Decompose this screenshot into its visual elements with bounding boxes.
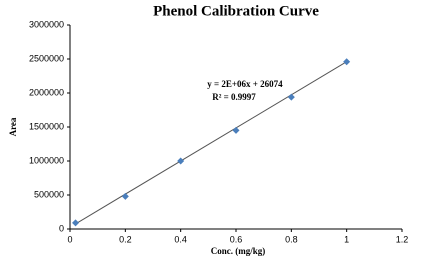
chart-title: Phenol Calibration Curve [153,3,319,19]
data-point [232,126,240,134]
r-squared: R² = 0.9997 [212,92,256,102]
y-axis-label: Area [8,117,18,136]
x-tick-label: 1.2 [396,234,409,244]
data-point [287,93,295,101]
y-tick-label: 3000000 [29,19,64,29]
x-tick-label: 1 [344,234,349,244]
x-tick-label: 0.6 [230,234,243,244]
x-tick-label: 0.4 [174,234,187,244]
equation: y = 2E+06x + 26074 [207,79,283,89]
y-tick-label: 1500000 [29,121,64,131]
x-tick-label: 0.8 [285,234,298,244]
trendline [75,61,347,225]
data-point [177,157,185,165]
data-point [343,58,351,66]
y-tick-label: 1000000 [29,155,64,165]
x-tick-label: 0.2 [119,234,132,244]
y-tick-label: 2500000 [29,53,64,63]
y-tick-label: 2000000 [29,87,64,97]
data-point [121,192,129,200]
y-tick-label: 0 [59,223,64,233]
data-point [72,219,80,227]
x-axis-label: Conc. (mg/kg) [211,246,266,256]
x-tick-label: 0 [67,234,72,244]
y-tick-label: 500000 [34,189,64,199]
